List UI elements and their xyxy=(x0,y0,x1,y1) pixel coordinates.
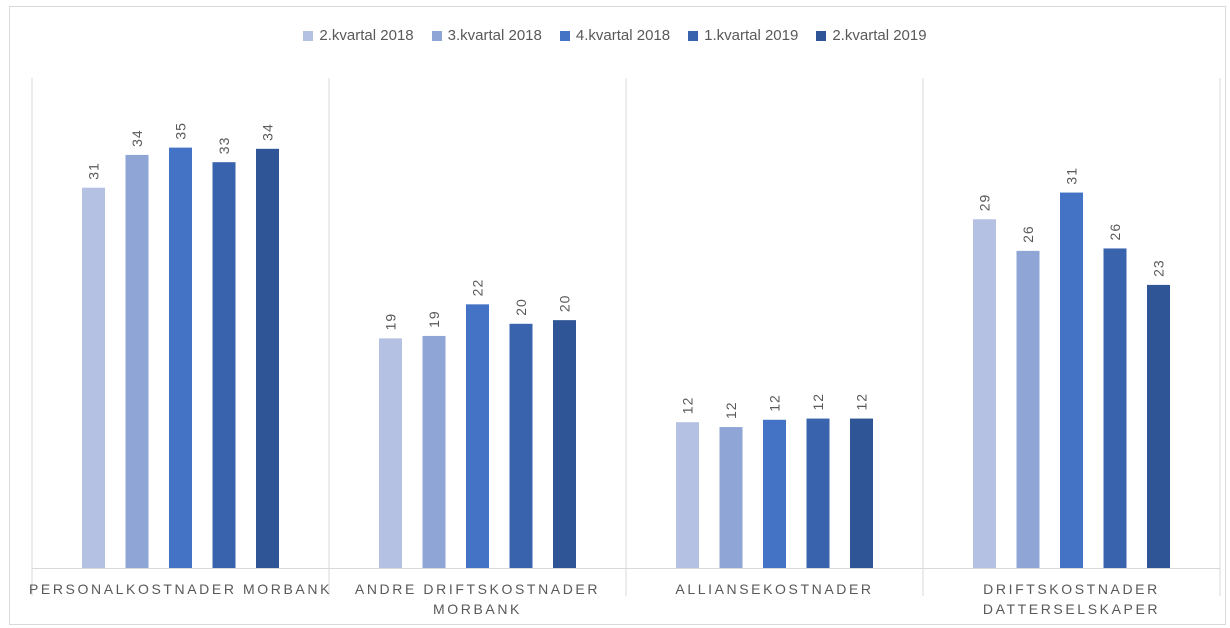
bar xyxy=(1016,250,1040,568)
chart-frame xyxy=(9,6,1226,625)
bar xyxy=(169,147,192,569)
bar xyxy=(1060,192,1083,568)
data-label: 33 xyxy=(216,137,232,155)
bar xyxy=(422,335,446,568)
data-label: 12 xyxy=(767,394,783,412)
data-label: 19 xyxy=(426,310,442,328)
data-label: 31 xyxy=(86,162,102,180)
bar xyxy=(850,418,873,568)
legend-item: 1.kvartal 2019 xyxy=(688,27,798,44)
data-label: 29 xyxy=(977,194,993,212)
legend-item: 2.kvartal 2018 xyxy=(303,27,414,44)
bar xyxy=(509,323,533,568)
bar xyxy=(973,219,996,569)
bar xyxy=(466,304,489,568)
bar xyxy=(256,148,279,568)
bar xyxy=(82,187,105,568)
data-label: 20 xyxy=(557,295,573,313)
data-label: 12 xyxy=(723,401,739,419)
bar xyxy=(806,418,830,568)
legend-label: 3.kvartal 2018 xyxy=(447,27,542,44)
bar xyxy=(212,162,236,568)
data-label: 34 xyxy=(260,123,276,141)
category-label: DATTERSELSKAPER xyxy=(983,601,1160,617)
bar xyxy=(125,154,149,568)
data-label: 26 xyxy=(1020,225,1036,243)
category-label: PERSONALKOSTNADER MORBANK xyxy=(29,581,332,597)
data-label: 19 xyxy=(383,313,399,331)
legend-item: 4.kvartal 2018 xyxy=(559,27,671,44)
data-label: 22 xyxy=(470,279,486,297)
category-label: DRIFTSKOSTNADER xyxy=(983,581,1160,597)
data-label: 12 xyxy=(680,397,696,415)
legend-swatch xyxy=(559,30,570,41)
legend-swatch xyxy=(431,30,442,41)
legend-swatch xyxy=(688,30,699,41)
data-label: 23 xyxy=(1151,259,1167,277)
bar xyxy=(719,427,743,568)
bar xyxy=(763,419,786,568)
bar xyxy=(1147,284,1170,568)
bar xyxy=(1103,248,1127,568)
bar xyxy=(553,320,576,568)
category-label: ALLIANSEKOSTNADER xyxy=(675,581,873,597)
legend-swatch xyxy=(816,30,827,41)
legend-label: 2.kvartal 2018 xyxy=(319,27,414,44)
data-label: 34 xyxy=(129,129,145,147)
legend-swatch xyxy=(303,30,314,41)
category-label: MORBANK xyxy=(433,601,522,617)
data-label: 26 xyxy=(1107,223,1123,241)
legend-label: 4.kvartal 2018 xyxy=(575,27,671,44)
legend-label: 1.kvartal 2019 xyxy=(704,27,799,44)
legend-item: 2.kvartal 2019 xyxy=(816,27,927,44)
data-label: 35 xyxy=(173,122,189,140)
data-label: 31 xyxy=(1064,167,1080,185)
chart-legend: 2.kvartal 2018 3.kvartal 2018 4.kvartal 20… xyxy=(0,27,1230,44)
legend-item: 3.kvartal 2018 xyxy=(431,27,542,44)
bar xyxy=(676,422,699,568)
data-label: 12 xyxy=(854,393,870,411)
data-label: 12 xyxy=(810,393,826,411)
legend-label: 2.kvartal 2019 xyxy=(832,27,927,44)
data-label: 20 xyxy=(513,298,529,316)
category-label: ANDRE DRIFTSKOSTNADER xyxy=(355,581,600,597)
bar xyxy=(379,338,402,568)
